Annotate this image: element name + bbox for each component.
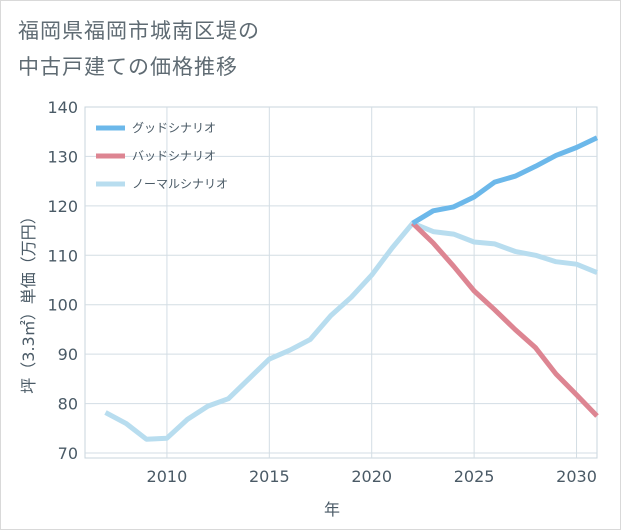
y-tick-label: 130 bbox=[47, 147, 78, 166]
y-tick-label: 80 bbox=[58, 395, 78, 414]
plot-area bbox=[84, 106, 598, 459]
y-axis-title: 坪（3.3㎡）単価（万円） bbox=[19, 208, 38, 393]
y-tick-label: 110 bbox=[47, 246, 78, 265]
legend-label: グッドシナリオ bbox=[132, 121, 216, 135]
y-tick-label: 100 bbox=[47, 296, 78, 315]
y-tick-label: 90 bbox=[58, 345, 78, 364]
legend-label: バッドシナリオ bbox=[132, 149, 216, 163]
series-lines bbox=[104, 135, 599, 442]
x-axis-title: 年 bbox=[324, 500, 340, 519]
y-tick-labels: 70 80 90 100 110 120 130 140 bbox=[47, 98, 78, 463]
series-line-2 bbox=[104, 220, 598, 442]
x-tick-labels: 2010 2015 2020 2025 2030 bbox=[147, 467, 597, 486]
x-tick-label: 2030 bbox=[556, 467, 597, 486]
chart-title-line-1: 福岡県福岡市城南区堤の bbox=[18, 19, 260, 43]
legend-label: ノーマルシナリオ bbox=[132, 177, 228, 191]
chart-title-line-2: 中古戸建ての価格推移 bbox=[18, 55, 238, 79]
series-line-0 bbox=[411, 135, 599, 226]
x-tick-label: 2025 bbox=[454, 467, 495, 486]
y-tick-label: 70 bbox=[58, 444, 78, 463]
y-tick-label: 140 bbox=[47, 98, 78, 117]
x-tick-label: 2020 bbox=[351, 467, 392, 486]
x-tick-label: 2010 bbox=[147, 467, 188, 486]
series-line-1 bbox=[410, 221, 599, 418]
y-tick-label: 120 bbox=[47, 197, 78, 216]
x-tick-label: 2015 bbox=[249, 467, 290, 486]
chart-title: 福岡県福岡市城南区堤の 中古戸建ての価格推移 bbox=[18, 13, 260, 85]
